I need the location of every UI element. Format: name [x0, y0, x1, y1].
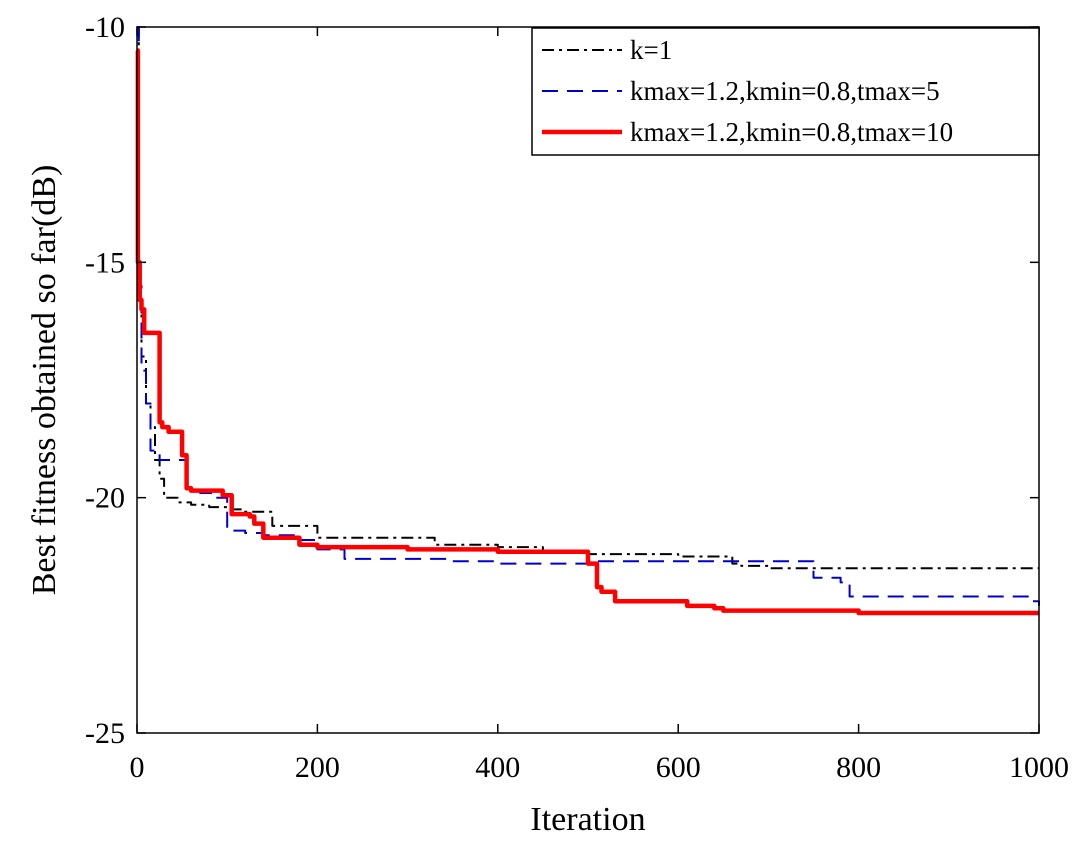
y-tick-label: -10	[85, 11, 125, 44]
y-tick-label: -25	[85, 717, 125, 750]
x-tick-label: 200	[295, 751, 340, 784]
x-tick-label: 600	[656, 751, 701, 784]
y-tick-label: -20	[85, 482, 125, 515]
legend-label-1: k=1	[630, 35, 672, 65]
legend: k=1 kmax=1.2,kmin=0.8,tmax=5 kmax=1.2,kmin…	[531, 27, 1040, 156]
x-tick-label: 0	[130, 751, 145, 784]
axes-layer: 0 200 400 600 800 1000 -25 -20 -15 -10	[85, 11, 1069, 784]
y-tick-label: -15	[85, 246, 125, 279]
series-line-3	[135, 48, 1039, 616]
axes-box	[136, 26, 1040, 734]
x-tick-label: 400	[475, 751, 520, 784]
legend-label-2: kmax=1.2,kmin=0.8,tmax=5	[630, 76, 940, 106]
legend-label-3: kmax=1.2,kmin=0.8,tmax=10	[630, 117, 953, 147]
x-tick-label: 1000	[1009, 751, 1069, 784]
x-tick-label: 800	[836, 751, 881, 784]
series-line-2	[137, 26, 1040, 606]
y-axis-label: Best fitness obtained so far(dB)	[26, 165, 63, 596]
series-layer	[135, 26, 1040, 616]
x-axis-label: Iteration	[530, 801, 645, 838]
